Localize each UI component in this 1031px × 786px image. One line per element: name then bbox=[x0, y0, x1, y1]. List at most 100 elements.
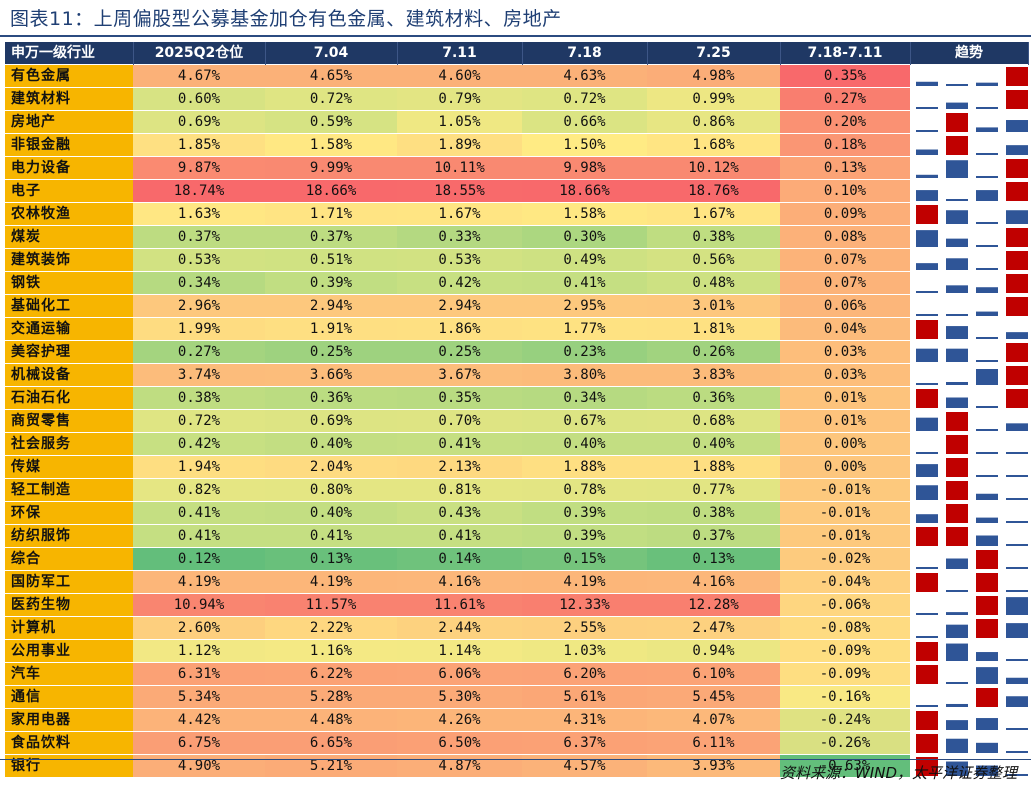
table-row: 电子 18.74% 18.66% 18.55% 18.66% 18.76% 0.10% bbox=[5, 179, 1028, 203]
trend-bar bbox=[946, 761, 968, 776]
trend-bar bbox=[916, 711, 938, 730]
position-cell: 1.05% bbox=[397, 110, 522, 134]
trend-bar bbox=[916, 81, 938, 86]
trend-bar bbox=[1006, 120, 1028, 132]
industry-name: 煤炭 bbox=[5, 225, 133, 249]
trend-bar bbox=[946, 238, 968, 247]
table-row: 房地产 0.69% 0.59% 1.05% 0.66% 0.86% 0.20% bbox=[5, 110, 1028, 134]
trend-bar bbox=[1006, 145, 1028, 155]
trend-bar bbox=[946, 624, 968, 638]
position-cell: 0.33% bbox=[397, 225, 522, 249]
position-cell: 9.99% bbox=[265, 156, 397, 180]
table-row: 计算机 2.60% 2.22% 2.44% 2.55% 2.47% -0.08% bbox=[5, 616, 1028, 640]
trend-bar bbox=[976, 493, 998, 500]
trend-sparkline bbox=[916, 389, 1028, 408]
trend-cell bbox=[910, 179, 1028, 203]
industry-name: 轻工制造 bbox=[5, 478, 133, 502]
trend-bar bbox=[946, 382, 968, 385]
trend-sparkline bbox=[916, 527, 1028, 546]
position-cell: 0.59% bbox=[265, 110, 397, 134]
position-cell: 0.39% bbox=[522, 524, 647, 548]
trend-cell bbox=[910, 87, 1028, 111]
industry-name: 房地产 bbox=[5, 110, 133, 134]
change-cell: -0.06% bbox=[780, 593, 910, 617]
trend-bar bbox=[1006, 659, 1028, 661]
industry-name: 传媒 bbox=[5, 455, 133, 479]
industry-name: 综合 bbox=[5, 547, 133, 571]
table-row: 公用事业 1.12% 1.16% 1.14% 1.03% 0.94% -0.09% bbox=[5, 639, 1028, 663]
position-cell: 1.03% bbox=[522, 639, 647, 663]
trend-sparkline bbox=[916, 711, 1028, 730]
position-cell: 6.75% bbox=[133, 731, 265, 755]
position-cell: 0.40% bbox=[647, 432, 780, 456]
position-cell: 2.60% bbox=[133, 616, 265, 640]
position-cell: 10.11% bbox=[397, 156, 522, 180]
trend-sparkline bbox=[916, 320, 1028, 339]
trend-bar bbox=[976, 268, 998, 270]
position-cell: 4.16% bbox=[397, 570, 522, 594]
position-cell: 0.48% bbox=[647, 271, 780, 295]
trend-bar bbox=[1006, 475, 1028, 477]
change-cell: 0.06% bbox=[780, 294, 910, 318]
position-cell: 1.50% bbox=[522, 133, 647, 157]
trend-bar bbox=[916, 320, 938, 339]
position-cell: 0.37% bbox=[265, 225, 397, 249]
trend-bar bbox=[976, 311, 998, 316]
position-cell: 5.21% bbox=[265, 754, 397, 778]
trend-cell bbox=[910, 225, 1028, 249]
trend-cell bbox=[910, 432, 1028, 456]
position-cell: 0.56% bbox=[647, 248, 780, 272]
position-cell: 6.06% bbox=[397, 662, 522, 686]
position-cell: 2.94% bbox=[397, 294, 522, 318]
position-cell: 0.53% bbox=[397, 248, 522, 272]
change-cell: 0.20% bbox=[780, 110, 910, 134]
title-rule bbox=[0, 35, 1031, 37]
position-cell: 1.67% bbox=[397, 202, 522, 226]
trend-bar bbox=[946, 412, 968, 431]
change-cell: 0.04% bbox=[780, 317, 910, 341]
trend-bar bbox=[976, 429, 998, 431]
position-cell: 4.16% bbox=[647, 570, 780, 594]
position-cell: 0.38% bbox=[647, 225, 780, 249]
trend-bar bbox=[946, 160, 968, 178]
change-cell: -0.26% bbox=[780, 731, 910, 755]
trend-bar bbox=[1006, 696, 1028, 707]
change-cell: 0.08% bbox=[780, 225, 910, 249]
trend-bar bbox=[916, 383, 938, 385]
position-cell: 10.94% bbox=[133, 593, 265, 617]
trend-sparkline bbox=[916, 688, 1028, 707]
position-cell: 0.14% bbox=[397, 547, 522, 571]
trend-bar bbox=[916, 452, 938, 454]
trend-bar bbox=[946, 612, 968, 615]
position-cell: 0.69% bbox=[265, 409, 397, 433]
col-header-0711: 7.11 bbox=[397, 42, 523, 65]
position-cell: 0.41% bbox=[133, 501, 265, 525]
trend-bar bbox=[976, 337, 998, 339]
position-cell: 0.23% bbox=[522, 340, 647, 364]
trend-bar bbox=[976, 765, 998, 776]
trend-sparkline bbox=[916, 251, 1028, 270]
trend-cell bbox=[910, 248, 1028, 272]
industry-name: 电子 bbox=[5, 179, 133, 203]
trend-sparkline bbox=[916, 642, 1028, 661]
table-row: 食品饮料 6.75% 6.65% 6.50% 6.37% 6.11% -0.26% bbox=[5, 731, 1028, 755]
industry-name: 钢铁 bbox=[5, 271, 133, 295]
trend-cell bbox=[910, 455, 1028, 479]
trend-sparkline bbox=[916, 274, 1028, 293]
position-cell: 0.60% bbox=[133, 87, 265, 111]
table-row: 建筑装饰 0.53% 0.51% 0.53% 0.49% 0.56% 0.07% bbox=[5, 248, 1028, 272]
position-cell: 0.53% bbox=[133, 248, 265, 272]
trend-bar bbox=[916, 348, 938, 362]
position-cell: 1.68% bbox=[647, 133, 780, 157]
position-cell: 0.41% bbox=[265, 524, 397, 548]
position-cell: 2.22% bbox=[265, 616, 397, 640]
industry-name: 基础化工 bbox=[5, 294, 133, 318]
col-header-0718: 7.18 bbox=[522, 42, 648, 65]
change-cell: -0.01% bbox=[780, 524, 910, 548]
position-cell: 3.83% bbox=[647, 363, 780, 387]
position-cell: 0.70% bbox=[397, 409, 522, 433]
change-cell: 0.35% bbox=[780, 64, 910, 88]
change-cell: -0.63% bbox=[780, 754, 910, 778]
table-row: 社会服务 0.42% 0.40% 0.41% 0.40% 0.40% 0.00% bbox=[5, 432, 1028, 456]
trend-bar bbox=[916, 514, 938, 523]
